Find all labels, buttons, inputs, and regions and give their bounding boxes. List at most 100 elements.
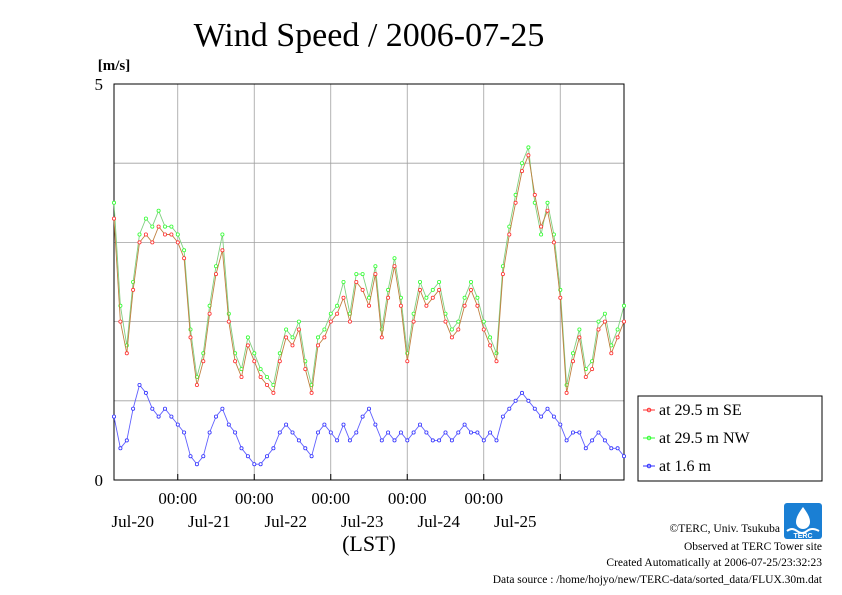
data-point — [462, 303, 467, 308]
data-point — [137, 232, 142, 237]
data-point — [213, 264, 218, 269]
data-point — [366, 406, 371, 411]
data-point — [596, 327, 601, 332]
data-point — [252, 359, 257, 364]
data-point — [424, 295, 429, 300]
logo-wave-icon — [786, 528, 820, 534]
data-point — [131, 287, 136, 292]
data-point — [175, 422, 180, 427]
data-point — [188, 454, 193, 459]
data-point — [398, 430, 403, 435]
data-point — [615, 327, 620, 332]
data-point — [169, 232, 174, 237]
data-point — [545, 208, 550, 213]
data-point — [309, 390, 314, 395]
data-point — [526, 145, 531, 150]
data-point — [328, 430, 333, 435]
data-point — [500, 414, 505, 419]
data-point — [481, 327, 486, 332]
data-point — [124, 351, 129, 356]
data-point — [602, 319, 607, 324]
data-point — [220, 248, 225, 253]
data-point — [437, 287, 442, 292]
data-point — [539, 414, 544, 419]
data-point — [622, 454, 627, 459]
data-point — [417, 287, 422, 292]
data-point — [462, 295, 467, 300]
data-point — [532, 192, 537, 197]
data-point — [360, 272, 365, 277]
data-point — [609, 351, 614, 356]
data-point — [207, 430, 212, 435]
data-point — [577, 335, 582, 340]
chart-title: Wind Speed / 2006-07-25 — [194, 17, 545, 54]
data-point — [112, 216, 117, 221]
data-point — [226, 319, 231, 324]
data-point — [520, 390, 525, 395]
data-point — [590, 367, 595, 372]
data-point — [239, 446, 244, 451]
terc-logo: TERC — [784, 503, 822, 540]
data-point — [468, 430, 473, 435]
data-point — [124, 438, 129, 443]
data-point — [449, 327, 454, 332]
legend-marker-low — [646, 463, 652, 469]
data-point — [558, 422, 563, 427]
data-point — [520, 169, 525, 174]
data-point — [112, 200, 117, 205]
data-point — [296, 327, 301, 332]
data-point — [494, 359, 499, 364]
data-point — [373, 422, 378, 427]
data-point — [602, 438, 607, 443]
data-point — [602, 311, 607, 316]
data-point — [475, 303, 480, 308]
data-point — [112, 414, 117, 419]
x-tick-day: Jul-22 — [265, 512, 308, 531]
data-point — [379, 438, 384, 443]
data-point — [220, 406, 225, 411]
credit-created: Created Automatically at 2006-07-25/23:3… — [606, 557, 822, 569]
data-point — [424, 303, 429, 308]
data-point — [494, 351, 499, 356]
data-point — [335, 311, 340, 316]
data-point — [137, 240, 142, 245]
data-point — [513, 200, 518, 205]
x-tick-time: 00:00 — [235, 489, 274, 508]
data-point — [335, 303, 340, 308]
data-point — [545, 406, 550, 411]
data-point — [296, 438, 301, 443]
data-point — [347, 319, 352, 324]
data-point — [622, 319, 627, 324]
legend-label-low: at 1.6 m — [659, 458, 712, 475]
data-point — [577, 327, 582, 332]
data-point — [245, 343, 250, 348]
data-point — [347, 438, 352, 443]
data-point — [456, 319, 461, 324]
data-point — [615, 446, 620, 451]
credit-source: Data source : /home/hojyo/new/TERC-data/… — [493, 574, 823, 586]
data-point — [615, 335, 620, 340]
data-point — [188, 335, 193, 340]
data-point — [488, 343, 493, 348]
data-point — [233, 430, 238, 435]
x-tick-time: 00:00 — [388, 489, 427, 508]
data-point — [456, 430, 461, 435]
data-point — [500, 272, 505, 277]
data-point — [245, 454, 250, 459]
data-point — [386, 295, 391, 300]
data-point — [264, 454, 269, 459]
grid-lines — [114, 84, 624, 480]
data-point — [379, 335, 384, 340]
data-point — [271, 446, 276, 451]
data-point — [520, 161, 525, 166]
series-line — [113, 147, 625, 387]
data-point — [258, 374, 263, 379]
data-point — [162, 224, 167, 229]
data-point — [156, 208, 161, 213]
data-point — [162, 232, 167, 237]
data-point — [564, 390, 569, 395]
data-point — [405, 438, 410, 443]
data-point — [488, 335, 493, 340]
data-point — [468, 287, 473, 292]
